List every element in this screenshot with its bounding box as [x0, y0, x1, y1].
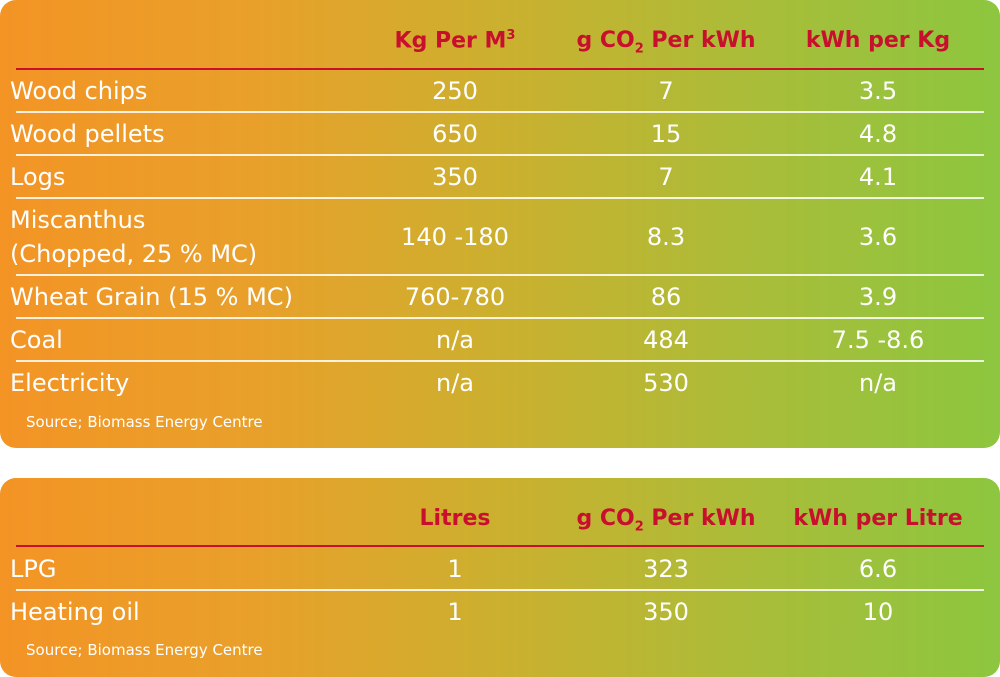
liquid-fuels-table: Litres g CO2 Per kWh kWh per Litre LPG 1…	[0, 478, 1000, 677]
cell-litres: 1	[447, 555, 463, 583]
row-label: Heating oil	[10, 598, 140, 626]
cell-kwh-per-litre: 6.6	[858, 555, 898, 583]
cell-gco2: 484	[643, 326, 689, 354]
cell-kg-per-m3: 140 -180	[401, 223, 509, 251]
cell-kwh-per-kg: 3.6	[858, 223, 898, 251]
table-header: Litres g CO2 Per kWh kWh per Litre	[0, 478, 1000, 536]
row-label-line2: (Chopped, 25 % MC)	[10, 240, 258, 268]
cell-kwh-per-kg: 3.9	[858, 283, 898, 311]
cell-kwh-per-litre: 10	[862, 598, 894, 626]
cell-kg-per-m3: n/a	[435, 369, 475, 397]
row-divider	[16, 274, 984, 276]
cell-kwh-per-kg: 4.1	[858, 163, 898, 191]
cell-kwh-per-kg: 7.5 -8.6	[831, 326, 925, 354]
source-note: Source; Biomass Energy Centre	[26, 641, 263, 659]
cell-kg-per-m3: 250	[432, 77, 478, 105]
cell-gco2: 7	[658, 163, 674, 191]
header-kg-per-m3: Kg Per M3	[394, 28, 516, 54]
row-label: Logs	[10, 163, 66, 191]
cell-gco2: 530	[643, 369, 689, 397]
row-label: LPG	[10, 555, 57, 583]
row-divider	[16, 589, 984, 591]
row-label: Coal	[10, 326, 63, 354]
solid-fuels-table: Kg Per M3 g CO2 Per kWh kWh per Kg Wood …	[0, 0, 1000, 448]
row-label: Wheat Grain (15 % MC)	[10, 283, 293, 311]
cell-kg-per-m3: 650	[432, 120, 478, 148]
cell-gco2: 8.3	[646, 223, 686, 251]
header-gco2-per-kwh: g CO2 Per kWh	[576, 28, 756, 57]
cell-gco2: 15	[650, 120, 682, 148]
table-header: Kg Per M3 g CO2 Per kWh kWh per Kg	[0, 0, 1000, 58]
header-kwh-per-litre: kWh per Litre	[793, 506, 963, 531]
row-divider	[16, 317, 984, 319]
row-label: Miscanthus	[10, 206, 146, 234]
cell-kwh-per-kg: 3.5	[858, 77, 898, 105]
row-divider	[16, 154, 984, 156]
source-note: Source; Biomass Energy Centre	[26, 413, 263, 431]
row-divider	[16, 360, 984, 362]
cell-gco2: 7	[658, 77, 674, 105]
cell-litres: 1	[447, 598, 463, 626]
row-label: Wood chips	[10, 77, 148, 105]
cell-gco2: 350	[643, 598, 689, 626]
cell-kwh-per-kg: 4.8	[858, 120, 898, 148]
header-divider	[16, 545, 984, 547]
header-kwh-per-kg: kWh per Kg	[805, 28, 951, 53]
cell-kg-per-m3: 350	[432, 163, 478, 191]
row-divider	[16, 111, 984, 113]
cell-gco2: 323	[643, 555, 689, 583]
header-divider	[16, 68, 984, 70]
cell-gco2: 86	[650, 283, 682, 311]
cell-kg-per-m3: 760-780	[404, 283, 506, 311]
header-gco2-per-kwh: g CO2 Per kWh	[576, 506, 756, 535]
cell-kwh-per-kg: n/a	[858, 369, 898, 397]
row-divider	[16, 197, 984, 199]
row-label: Wood pellets	[10, 120, 165, 148]
row-label: Electricity	[10, 369, 130, 397]
header-litres: Litres	[419, 506, 491, 531]
cell-kg-per-m3: n/a	[435, 326, 475, 354]
